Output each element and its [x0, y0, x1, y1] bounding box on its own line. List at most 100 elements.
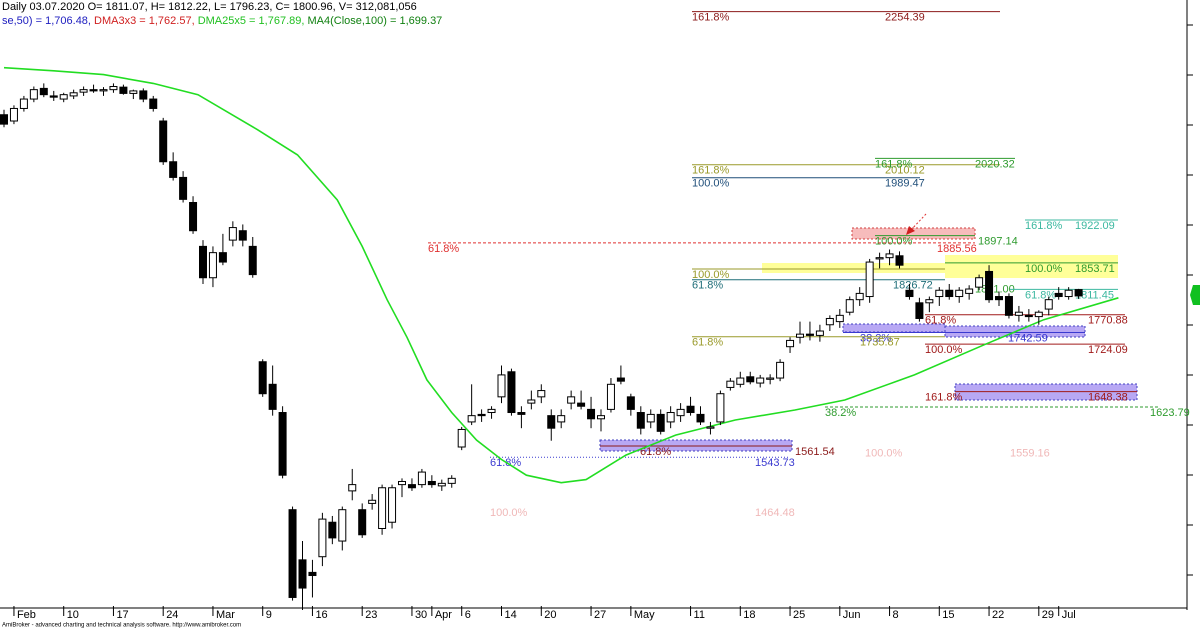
candle-body — [945, 289, 954, 298]
candle-body — [587, 408, 596, 420]
candle-body — [636, 412, 645, 429]
level-percent: 38.2% — [825, 407, 856, 419]
candle-body — [29, 89, 38, 100]
candle-body — [965, 288, 974, 294]
candle-body — [338, 509, 347, 542]
candle-body — [776, 361, 785, 379]
candle-body — [477, 413, 486, 417]
legend: se,50) = 1,706.48, DMA3x3 = 1,762.57, DM… — [2, 15, 442, 27]
candle-body — [597, 415, 605, 420]
candle-body — [228, 227, 237, 241]
candle-body — [288, 509, 297, 598]
candle-body — [507, 371, 516, 414]
candle-body — [1064, 289, 1073, 298]
candle-body — [388, 487, 397, 523]
candle-body — [726, 380, 735, 388]
candle-body — [447, 477, 456, 484]
candle-body — [547, 415, 556, 429]
candle-body — [527, 399, 536, 404]
level-price: 1811.45 — [1075, 289, 1114, 301]
candle-body — [79, 89, 88, 93]
candle-body — [149, 98, 158, 109]
candle-body — [1004, 296, 1013, 316]
level-price: 1885.56 — [937, 243, 977, 255]
candle-body — [39, 87, 48, 96]
level-price: 1922.09 — [1075, 220, 1115, 232]
x-tick-label: 27 — [594, 609, 606, 621]
candle-body — [736, 377, 745, 385]
x-tick-label: 20 — [544, 609, 556, 621]
candle-body — [238, 230, 247, 241]
legend-entry: DMA3x3 = 1,762.57, — [94, 15, 198, 27]
candle-body — [378, 487, 387, 529]
level-price: 1559.16 — [1010, 447, 1050, 459]
level-percent: 161.8% — [1025, 220, 1063, 232]
candle-body — [49, 95, 58, 98]
candle-body — [706, 426, 715, 429]
x-tick-label: 11 — [694, 609, 705, 621]
candle-body — [686, 405, 695, 414]
level-price: 2254.39 — [885, 12, 925, 24]
candle-body — [766, 377, 775, 380]
candle-body — [616, 377, 625, 382]
candle-body — [89, 89, 98, 92]
x-tick-label: 6 — [465, 609, 471, 621]
candle-body — [955, 289, 964, 298]
moving-average — [3, 66, 1119, 484]
candle-body — [676, 408, 685, 417]
level-percent: 61.8% — [925, 315, 956, 327]
level-percent: 161.8% — [925, 391, 963, 403]
candle-body — [786, 339, 795, 348]
candle-body — [358, 509, 367, 536]
level-price: 1821.00 — [975, 283, 1015, 295]
candle-body — [835, 314, 844, 323]
x-tick-label: Mar — [216, 609, 235, 621]
candle-body — [268, 383, 277, 410]
candle-body — [905, 289, 914, 298]
legend-entry: se,50) = 1,706.48, — [2, 15, 94, 27]
level-percent: 61.8% — [692, 280, 723, 292]
candle-body — [218, 252, 227, 263]
candle-body — [1074, 289, 1083, 297]
level-price: 1623.79 — [1150, 407, 1190, 419]
candle-body — [199, 245, 207, 279]
level-price: 1543.73 — [755, 457, 795, 469]
candle-body — [119, 86, 128, 94]
arrow-head — [906, 226, 915, 235]
candle-body — [258, 361, 267, 395]
x-tick-label: Jun — [843, 609, 861, 621]
level-percent: 100.0% — [692, 269, 730, 281]
candle-body — [935, 289, 944, 298]
candle-body — [348, 484, 357, 492]
level-price: 1770.88 — [1088, 315, 1128, 327]
candle-body — [109, 86, 118, 91]
candle-body — [1034, 311, 1043, 318]
level-price: 1561.54 — [795, 446, 835, 458]
x-tick-label: 16 — [315, 609, 327, 621]
candle-body — [975, 277, 984, 288]
x-tick-label: 14 — [505, 609, 517, 621]
candle-body — [626, 396, 635, 410]
level-percent: 61.8% — [640, 446, 671, 458]
level-price: 1648.38 — [1088, 391, 1128, 403]
candle-body — [129, 90, 138, 94]
level-price: 2010.12 — [885, 165, 925, 177]
candle-body — [437, 482, 446, 487]
x-tick-label: 10 — [67, 609, 79, 621]
candle-body — [995, 296, 1003, 301]
candle-body — [417, 471, 426, 486]
level-percent: 161.8% — [875, 158, 913, 170]
candle-body — [746, 376, 755, 383]
x-tick-label: 17 — [116, 609, 128, 621]
zone-box — [851, 227, 976, 240]
candle-body — [59, 94, 68, 100]
candle-body — [646, 413, 655, 423]
candle-body — [19, 98, 28, 109]
candle-body — [368, 499, 377, 504]
x-tick-label: Jul — [1062, 609, 1076, 621]
candle-body — [885, 253, 894, 259]
level-percent: 100.0% — [1025, 263, 1063, 275]
candle-body — [0, 114, 8, 125]
candle-body — [825, 317, 834, 326]
